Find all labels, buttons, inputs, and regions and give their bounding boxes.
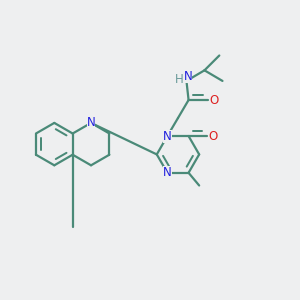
- Text: H: H: [175, 73, 184, 86]
- Text: O: O: [208, 130, 218, 142]
- Text: N: N: [87, 116, 95, 129]
- Text: N: N: [184, 70, 192, 83]
- Text: N: N: [163, 166, 172, 179]
- Text: N: N: [163, 130, 172, 142]
- Text: O: O: [209, 94, 219, 106]
